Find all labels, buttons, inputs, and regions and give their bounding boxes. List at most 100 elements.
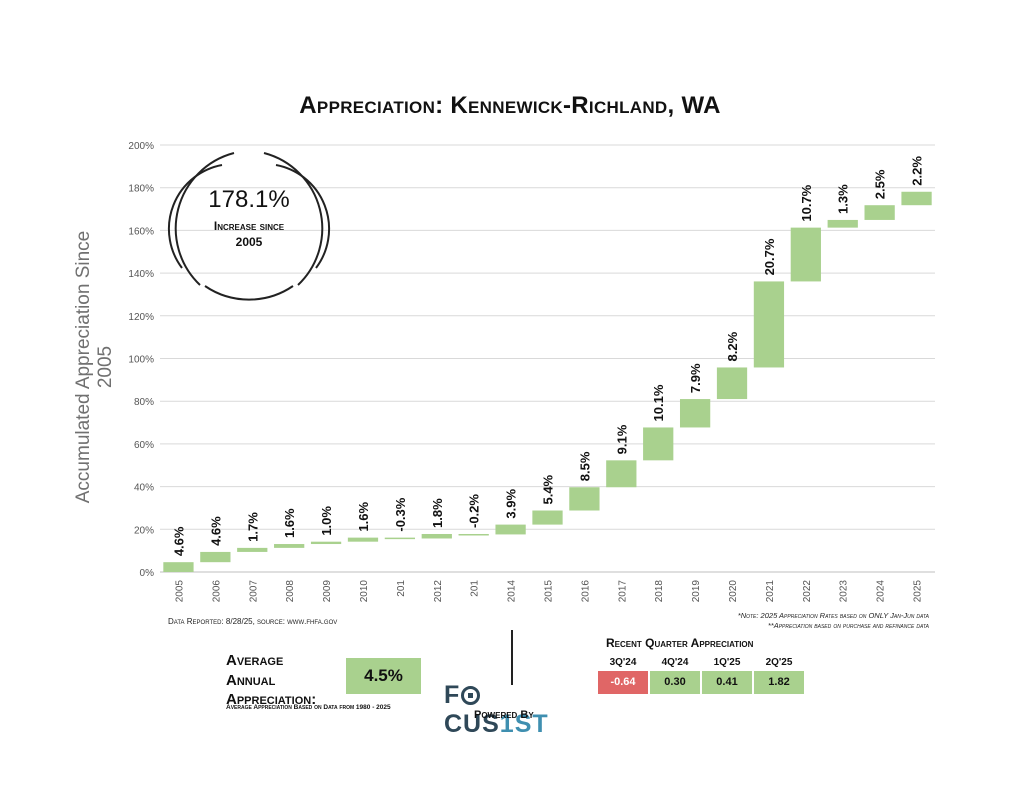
data-label: 9.1% [614, 424, 629, 454]
x-tick-label: 2018 [654, 580, 665, 603]
total-increase-value: 178.1% [208, 186, 290, 213]
y-tick-label: 160% [128, 226, 154, 237]
data-label: 3.9% [504, 489, 519, 519]
x-tick-label: 2025 [913, 580, 924, 603]
recent-quarter-value: 0.41 [702, 671, 752, 694]
bar [643, 427, 674, 461]
y-tick-label: 140% [128, 269, 154, 280]
caption-line-2: 2005 [235, 235, 263, 250]
y-tick-label: 180% [128, 184, 154, 195]
data-label: 10.1% [651, 384, 666, 421]
y-tick-label: 120% [128, 312, 154, 323]
logo-letters-1st: 1ST [499, 710, 549, 738]
x-tick-label: 2014 [507, 580, 518, 603]
summary-circle: 178.1% Increase since 2005 [170, 186, 328, 250]
bars [163, 191, 932, 572]
x-tick-label: 2023 [839, 580, 850, 603]
y-tick-labels: 0% 20% 40% 60% 80% 100% 120% 140% 160% 180% 200% [128, 141, 154, 579]
average-appreciation-value: 4.5% [346, 658, 421, 694]
x-tick-label: 2007 [248, 580, 259, 603]
x-tick-label: 201 [470, 580, 481, 597]
data-label: -0.2% [467, 494, 482, 528]
bar [827, 219, 858, 228]
logo-letter-f: F [444, 681, 461, 709]
bar [901, 191, 932, 206]
bar [864, 205, 895, 220]
data-label: 20.7% [762, 238, 777, 275]
y-tick-label: 0% [140, 568, 155, 579]
y-tick-label: 40% [134, 483, 154, 494]
y-axis-label: Accumulated Appreciation Since 2005 [73, 230, 116, 504]
logo-letters-cus: CUS [444, 710, 500, 738]
x-tick-label: 2005 [174, 580, 185, 603]
bar [679, 399, 711, 428]
avg-label-line-3: Appreciation: [226, 691, 317, 708]
bar [347, 537, 379, 542]
data-label: 1.7% [245, 512, 260, 542]
y-tick-label: 20% [134, 525, 154, 536]
recent-quarter-value: 0.30 [650, 671, 700, 694]
powered-by-text: Powered By [474, 709, 534, 721]
data-label: 7.9% [688, 363, 703, 393]
x-tick-label: 2010 [359, 580, 370, 603]
data-label: 1.8% [430, 498, 445, 528]
bar [274, 544, 305, 548]
recent-quarter-header: 4Q'24 [661, 657, 689, 668]
circle-ring-icon [167, 152, 331, 301]
recent-quarter-header: 2Q'25 [765, 657, 793, 668]
x-tick-label: 2012 [433, 580, 444, 603]
x-tick-label: 2015 [544, 580, 555, 603]
x-tick-label: 2024 [876, 580, 887, 603]
x-tick-label: 2020 [728, 580, 739, 603]
bar [753, 281, 785, 368]
y-tick-label: 60% [134, 440, 154, 451]
bar [421, 533, 452, 539]
footnote-1: *Note: 2025 Appreciation Rates based on … [737, 611, 929, 620]
x-tick-label: 2017 [617, 580, 628, 603]
total-increase-caption: Increase since 2005 [170, 218, 328, 250]
avg-label-line-1: Average [226, 652, 284, 669]
data-label: 8.5% [577, 451, 592, 481]
x-tick-label: 201 [396, 580, 407, 597]
y-tick-label: 200% [128, 141, 154, 152]
bar [495, 524, 526, 535]
footnotes: *Note: 2025 Appreciation Rates based on … [620, 611, 929, 631]
y-tick-label: 100% [128, 355, 154, 366]
bar [310, 541, 342, 545]
bar [384, 537, 416, 540]
recent-quarter-title: Recent Quarter Appreciation [606, 636, 754, 650]
bar [200, 551, 231, 563]
data-source-note: Data Reported: 8/28/25, source: www.fhfa… [168, 617, 338, 626]
footnote-2: **Appreciation based on purchase and ref… [767, 620, 929, 630]
data-label: 2.5% [873, 169, 888, 199]
bar [716, 367, 748, 400]
bar [458, 533, 489, 536]
data-label: 4.6% [171, 526, 186, 556]
data-label: 10.7% [799, 184, 814, 221]
focus1st-logo: FCUS1ST [444, 681, 584, 739]
data-labels: 4.6% 4.6% 1.7% 1.6% 1.0% 1.6% -0.3% 1.8% -0.2% 3.… [171, 156, 924, 556]
data-label: 1.6% [282, 508, 297, 538]
x-tick-label: 2021 [765, 580, 776, 603]
average-appreciation-label: Average Annual Appreciation: [226, 651, 346, 710]
y-tick-label: 80% [134, 397, 154, 408]
bar [790, 227, 821, 282]
bar [569, 487, 600, 511]
avg-label-line-2: Annual [226, 671, 276, 689]
data-label: 1.0% [319, 506, 334, 536]
data-label: 8.2% [725, 331, 740, 361]
data-label: 2.2% [910, 156, 925, 186]
bar [606, 460, 637, 488]
x-tick-label: 2008 [285, 580, 296, 603]
x-tick-label: 2006 [211, 580, 222, 603]
logo-divider [511, 630, 513, 685]
x-tick-labels: 2005 2006 2007 2008 2009 2010 201 2012 201 2014 20… [174, 580, 923, 603]
gridlines [160, 144, 935, 573]
data-label: 1.6% [356, 502, 371, 532]
bar [163, 562, 194, 572]
recent-quarter-header: 3Q'24 [609, 657, 637, 668]
logo-house-icon [461, 686, 481, 705]
chart-title: Appreciation: Kennewick-Richland, WA [299, 92, 721, 119]
data-label: 5.4% [541, 474, 556, 504]
